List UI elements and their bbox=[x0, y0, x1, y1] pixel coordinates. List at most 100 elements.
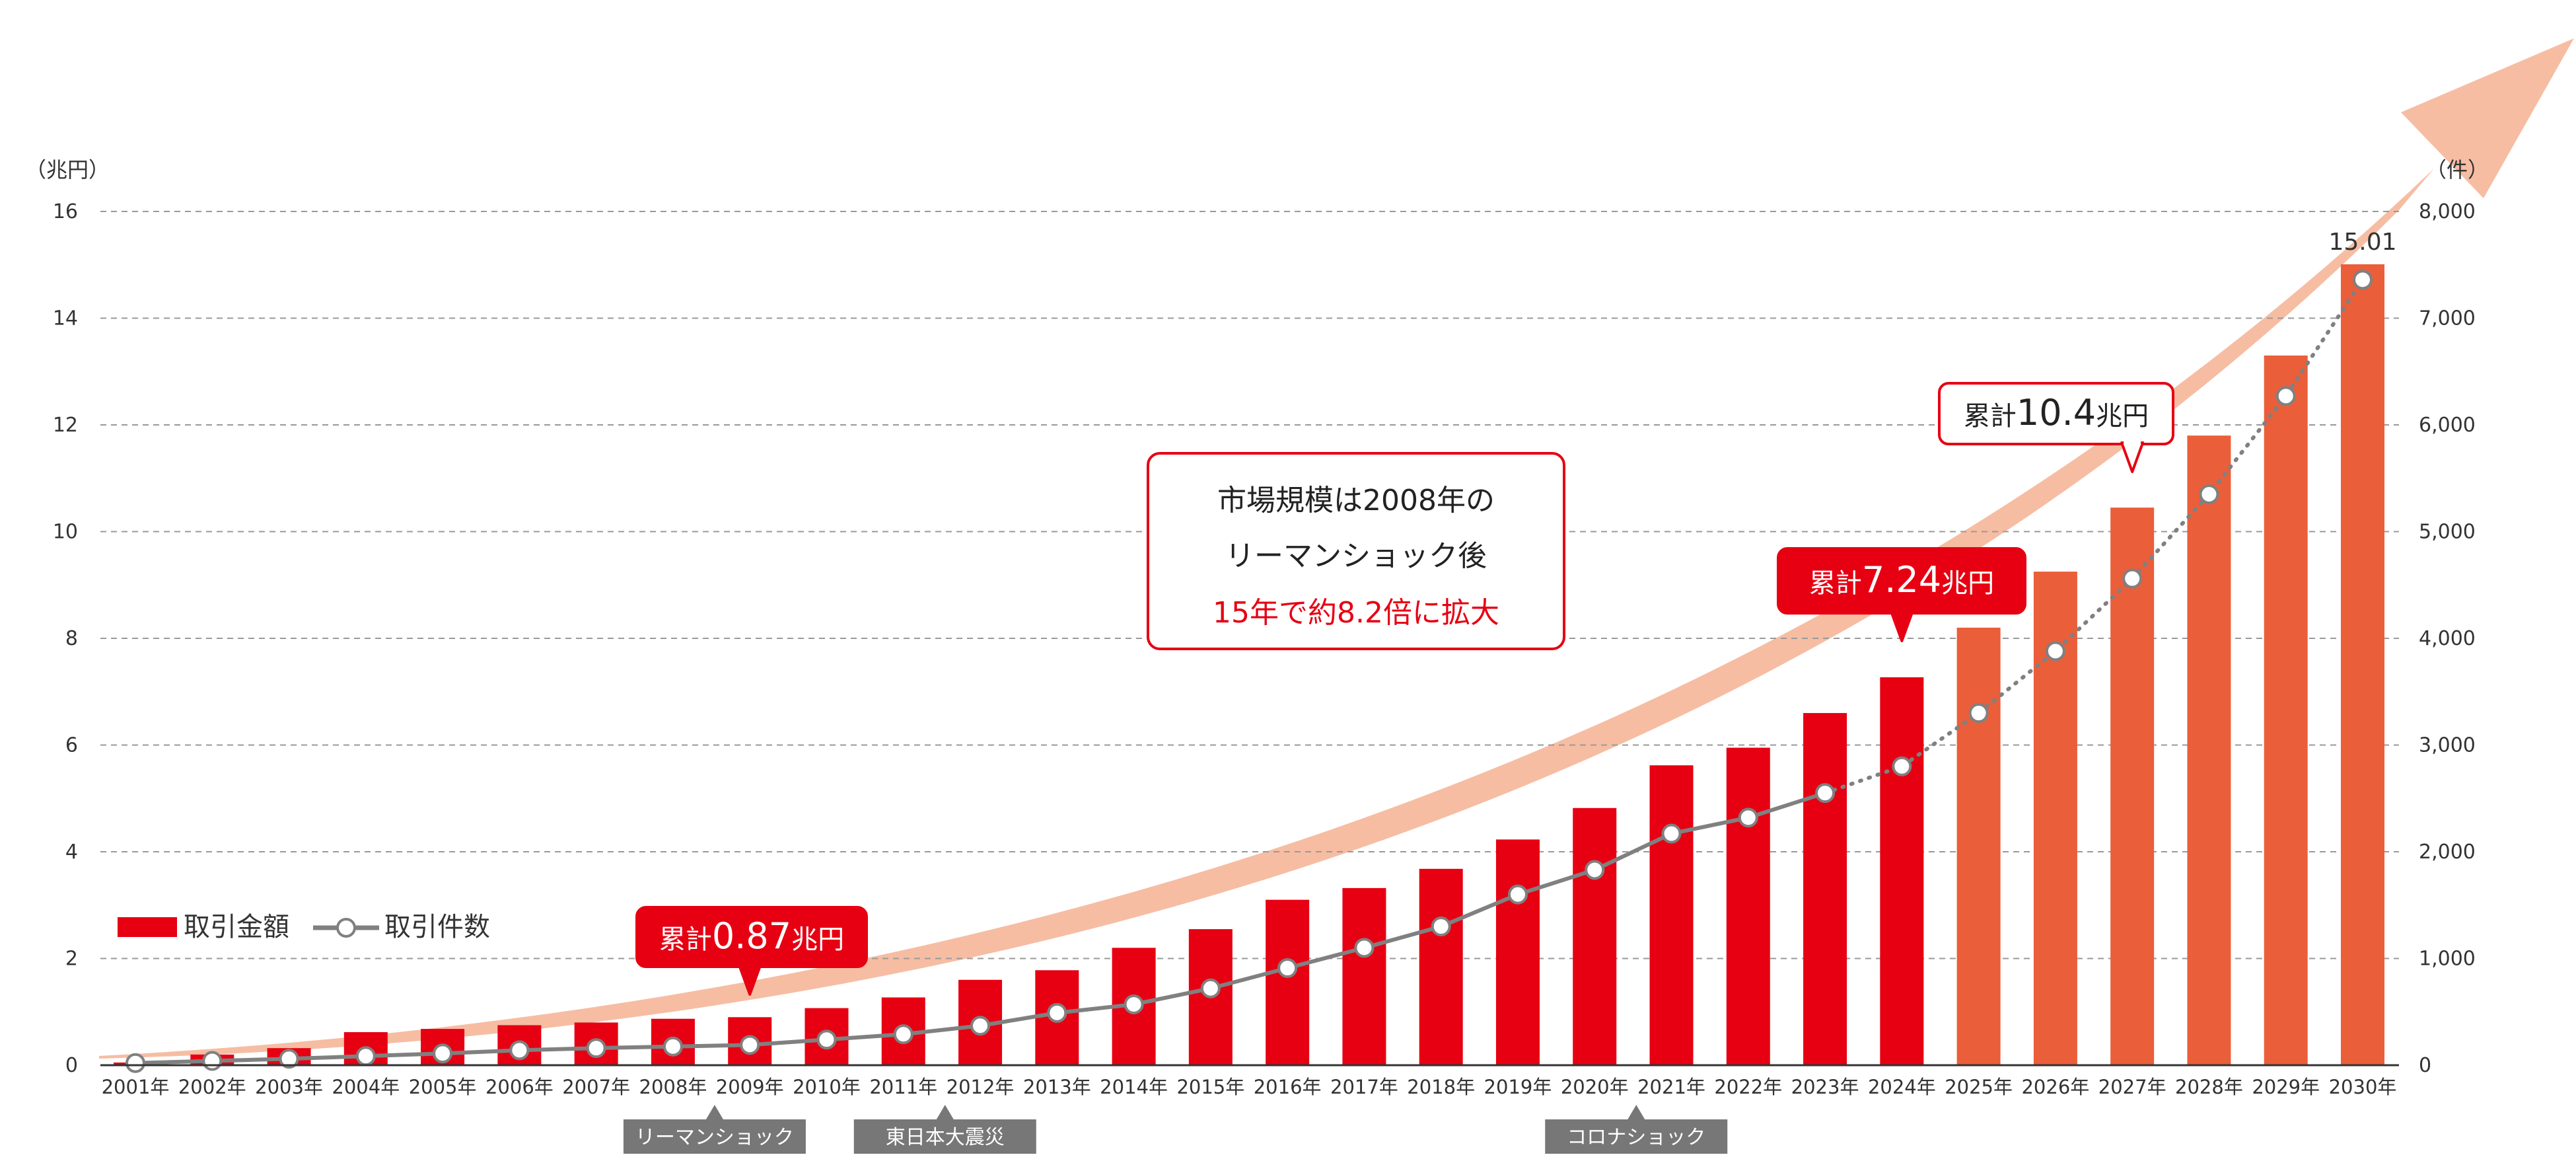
y-left-tick-label: 12 bbox=[53, 414, 78, 437]
event-box bbox=[853, 1119, 1036, 1154]
line-point bbox=[1200, 978, 1221, 998]
bar bbox=[1726, 747, 1770, 1065]
line-point bbox=[970, 1016, 991, 1036]
callout-box bbox=[1938, 382, 2174, 445]
callout-pointer-mask bbox=[2124, 440, 2141, 445]
line-point bbox=[1431, 917, 1451, 937]
callout-text: 累計7.24兆円 bbox=[1809, 559, 1994, 601]
event-box bbox=[623, 1119, 806, 1154]
y-left-tick-label: 2 bbox=[65, 948, 78, 971]
y-left-tick-label: 8 bbox=[65, 627, 78, 650]
line-point bbox=[202, 1051, 223, 1071]
line-layer bbox=[125, 270, 2373, 1073]
bar bbox=[1495, 839, 1540, 1065]
y-right-tick-label: 3,000 bbox=[2419, 734, 2476, 757]
legend-line-label: 取引件数 bbox=[384, 912, 490, 942]
x-tick-label: 2029年 bbox=[2252, 1076, 2320, 1098]
y-right-tick-label: 5,000 bbox=[2419, 521, 2476, 544]
callout-suffix: 兆円 bbox=[791, 924, 844, 955]
line-point bbox=[2199, 484, 2219, 504]
info-box-line1: 市場規模は2008年の bbox=[1217, 484, 1495, 517]
legend-bar-label: 取引金額 bbox=[184, 912, 289, 942]
x-tick-label: 2020年 bbox=[1561, 1076, 1629, 1098]
event-pointer bbox=[705, 1105, 723, 1119]
callout-suffix: 兆円 bbox=[2096, 401, 2149, 431]
bar bbox=[2264, 356, 2308, 1065]
y-right-unit: （件） bbox=[2425, 157, 2489, 182]
line-point bbox=[586, 1038, 606, 1059]
x-tick-label: 2007年 bbox=[562, 1076, 630, 1098]
y-left-tick-label: 10 bbox=[53, 521, 78, 544]
line-point bbox=[1815, 783, 1836, 804]
x-tick-label: 2021年 bbox=[1637, 1076, 1705, 1098]
line-point bbox=[2045, 641, 2065, 661]
y-right-tick-label: 6,000 bbox=[2419, 414, 2476, 437]
callout-pointer bbox=[738, 964, 762, 996]
legend: 取引金額 取引件数 bbox=[118, 912, 490, 942]
line-point bbox=[1585, 860, 1605, 880]
event-box bbox=[1545, 1119, 1728, 1154]
line-point bbox=[125, 1053, 145, 1073]
callout-text: 累計0.87兆円 bbox=[659, 915, 844, 957]
x-tick-label: 2013年 bbox=[1023, 1076, 1091, 1098]
line-point bbox=[1738, 807, 1758, 828]
y-right-tick-label: 1,000 bbox=[2419, 948, 2476, 971]
x-tick-label: 2027年 bbox=[2098, 1076, 2166, 1098]
event-label: コロナショック bbox=[1567, 1126, 1705, 1149]
y-right-tick-label: 8,000 bbox=[2419, 200, 2476, 223]
line-point bbox=[816, 1030, 837, 1050]
event-label: リーマンショック bbox=[635, 1126, 794, 1149]
x-tick-label: 2024年 bbox=[1868, 1076, 1936, 1098]
bar bbox=[1573, 807, 1617, 1065]
callout-pointer bbox=[1890, 611, 1914, 642]
x-tick-label: 2022年 bbox=[1714, 1076, 1782, 1098]
callout-prefix: 累計 bbox=[659, 924, 712, 955]
line-series-forecast bbox=[1823, 278, 2365, 796]
x-tick-label: 2025年 bbox=[1945, 1076, 2013, 1098]
y-right-tick-label: 2,000 bbox=[2419, 841, 2476, 864]
callout-value: 7.24 bbox=[1862, 559, 1941, 601]
line-point bbox=[2275, 386, 2296, 406]
x-tick-label: 2005年 bbox=[409, 1076, 477, 1098]
bar bbox=[1266, 899, 1310, 1065]
legend-bar-swatch bbox=[118, 917, 177, 937]
line-point bbox=[1124, 994, 1144, 1014]
y-right-tick-label: 0 bbox=[2419, 1054, 2431, 1077]
line-point bbox=[279, 1049, 299, 1069]
line-point bbox=[1277, 958, 1298, 979]
event-label: 東日本大震災 bbox=[886, 1126, 1005, 1149]
callout-prefix: 累計 bbox=[1809, 568, 1862, 599]
event-marker: コロナショック bbox=[1545, 1105, 1728, 1154]
x-tick-label: 2028年 bbox=[2175, 1076, 2243, 1098]
x-tick-label: 2030年 bbox=[2329, 1076, 2397, 1098]
x-tick-label: 2003年 bbox=[255, 1076, 323, 1098]
x-tick-label: 2006年 bbox=[485, 1076, 554, 1098]
bar bbox=[1649, 765, 1694, 1065]
line-point bbox=[1892, 756, 1912, 776]
y-left-tick-label: 16 bbox=[53, 200, 78, 223]
x-tick-label: 2014年 bbox=[1100, 1076, 1168, 1098]
callout-prefix: 累計 bbox=[1964, 401, 2017, 431]
callout: 累計10.4兆円 bbox=[1938, 382, 2174, 473]
legend-line-marker bbox=[336, 918, 356, 938]
x-tick-label: 2009年 bbox=[716, 1076, 784, 1098]
x-tick-label: 2012年 bbox=[947, 1076, 1015, 1098]
line-point bbox=[1507, 884, 1528, 905]
x-tick-label: 2004年 bbox=[332, 1076, 400, 1098]
bar-value-label: 15.01 bbox=[2328, 229, 2396, 256]
line-point bbox=[893, 1024, 913, 1045]
callout-text: 累計10.4兆円 bbox=[1964, 392, 2149, 433]
callout: 累計7.24兆円 bbox=[1777, 547, 2026, 642]
event-layer: リーマンショック 東日本大震災 コロナショック bbox=[623, 1105, 1728, 1154]
callout-pointer bbox=[2120, 441, 2145, 473]
line-point bbox=[740, 1035, 760, 1055]
x-tick-label: 2015年 bbox=[1176, 1076, 1244, 1098]
x-tick-label: 2018年 bbox=[1407, 1076, 1475, 1098]
event-marker: リーマンショック bbox=[623, 1105, 806, 1154]
x-tick-label: 2002年 bbox=[178, 1076, 246, 1098]
bar bbox=[2341, 264, 2384, 1065]
growth-arrow-layer bbox=[99, 38, 2574, 1059]
y-left-unit: （兆円） bbox=[25, 157, 110, 182]
